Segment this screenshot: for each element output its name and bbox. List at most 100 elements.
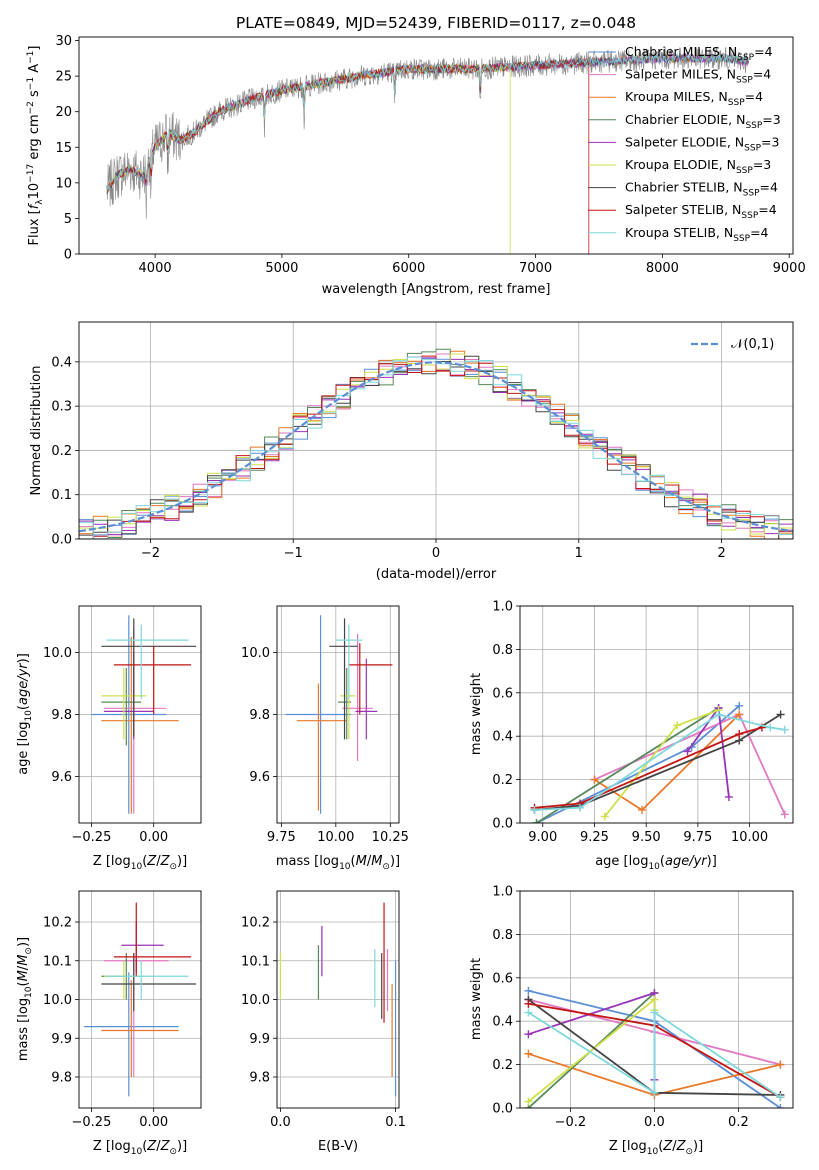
y-tick-label: 20 [55, 105, 72, 120]
x-tick-label: 0.1 [385, 1115, 406, 1130]
y-tick-label: 0.6 [492, 686, 513, 701]
label-part: 10 [339, 862, 351, 872]
plus-marker [524, 1097, 533, 1106]
y-tick-label: 9.8 [51, 708, 72, 723]
legend-label: Salpeter ELODIE, NSSP=3 [625, 134, 779, 153]
y-tick-label: 0.2 [492, 773, 513, 788]
label-part: ] [27, 46, 42, 51]
label-part: Z [log [93, 1139, 131, 1154]
residual-axes: −2 −1 0 1 2 0.0 0.1 0.2 0.3 0.4 [51, 321, 794, 561]
label-part: =4 [750, 225, 768, 240]
x-tick-label: 0.00 [139, 830, 168, 845]
label-part: / [16, 965, 31, 970]
label-part: / [672, 1139, 677, 1154]
y-tick-label: 10.1 [241, 954, 270, 969]
plus-marker [780, 810, 789, 819]
label-part: Kroupa STELIB, N [625, 225, 733, 240]
data-point [101, 637, 179, 814]
label-part: ⊙ [685, 1147, 693, 1157]
label-part: SSP [743, 189, 760, 199]
label-part: =3 [761, 134, 779, 149]
y-tick-label: 1.0 [492, 600, 513, 615]
label-part: SSP [745, 121, 762, 131]
y-tick-label: 9.8 [249, 708, 270, 723]
plus-marker [735, 710, 744, 719]
grid [520, 605, 793, 824]
x-tick-label: 9000 [773, 261, 806, 276]
x-tick-label: 0.0 [644, 1115, 665, 1130]
label-part: SSP [736, 76, 753, 86]
plus-marker [735, 701, 744, 710]
plus-marker [650, 995, 659, 1004]
y-tick-label: 0 [64, 248, 72, 263]
spectrum-axes: 4000 5000 6000 7000 8000 9000 0 5 10 15 20 25 30 [55, 34, 805, 276]
y-tick-label: 9.6 [51, 770, 72, 785]
x-tick-label: 5000 [265, 261, 298, 276]
label-part: SSP [741, 211, 758, 221]
x-tick-label: 2 [717, 546, 725, 561]
y-axis-label: age [log10(age/yr)] [16, 653, 34, 775]
label-part: M [371, 854, 382, 869]
x-axis-label: Z [log10(Z/Z⊙)] [609, 1139, 703, 1157]
y-tick-label: 0.0 [492, 817, 513, 832]
label-part: )] [16, 937, 31, 947]
x-tick-label: 6000 [392, 261, 425, 276]
label-part: =3 [753, 157, 771, 172]
x-axis-label: mass [log10(M/M⊙)] [276, 854, 400, 872]
plus-marker [524, 1008, 533, 1017]
plus-marker [524, 1030, 533, 1039]
series-line [527, 1010, 781, 1098]
x-tick-label: 9.25 [580, 830, 609, 845]
plus-marker [776, 1093, 785, 1102]
label-part: =4 [760, 180, 778, 195]
label-part: Chabrier ELODIE, N [625, 112, 745, 127]
plus-marker [776, 1104, 785, 1108]
massweight-vs-age-axes: 9.00 9.25 9.50 9.75 10.00 0.0 0.2 0.4 0.6 0.8 1.0 [492, 600, 794, 845]
y-tick-label: 30 [55, 34, 72, 49]
label-part: )] [390, 854, 400, 869]
label-part: )] [693, 1139, 703, 1154]
x-axis-label: age [log10(age/yr)] [595, 854, 717, 872]
plot-area [79, 348, 793, 539]
label-part: M [356, 854, 367, 869]
label-part: SSP [728, 98, 745, 108]
model-spectrum [106, 58, 590, 254]
y-tick-label: 0.6 [492, 971, 513, 986]
data-point [101, 668, 147, 740]
data-point [113, 902, 192, 977]
axes-frame [519, 605, 794, 824]
y-tick-label: 0.0 [51, 533, 72, 548]
plus-marker [776, 1060, 785, 1069]
y-tick-label: 9.9 [51, 1032, 72, 1047]
label-part: mass [log [16, 998, 31, 1061]
y-tick-label: 0.3 [51, 400, 72, 415]
legend-label: Salpeter MILES, NSSP=4 [625, 67, 771, 86]
label-part: s [27, 90, 42, 101]
label-part: )] [16, 653, 31, 663]
label-part: )] [177, 1139, 187, 1154]
label-part: / [156, 854, 161, 869]
label-part: 10 [648, 862, 660, 872]
axes-frame [276, 890, 400, 1109]
label-part: Z [662, 1139, 673, 1154]
label-part: 10 [24, 710, 34, 722]
y-axis-label: Flux [fλ10−17 erg cm−2 s−1 A−1] [26, 46, 45, 246]
y-axis-label: Normed distribution [29, 366, 44, 496]
data-point [91, 615, 167, 814]
x-tick-label: 0.00 [139, 1115, 168, 1130]
label-part: Z [146, 854, 157, 869]
data-point [113, 646, 192, 715]
label-part: / [156, 1139, 161, 1154]
plus-marker [735, 730, 744, 739]
y-tick-label: 0.0 [492, 1102, 513, 1117]
mass-vs-EBV-axes: 0.0 0.1 9.8 9.9 10.0 10.1 10.2 [241, 890, 406, 1130]
label-part: Salpeter STELIB, N [625, 202, 741, 217]
data-point [342, 633, 373, 761]
y-tick-label: 0.4 [492, 1015, 513, 1030]
series-line [534, 726, 763, 809]
label-part: Z [log [609, 1139, 647, 1154]
label-part: 10 [131, 1147, 143, 1157]
y-tick-label: 5 [64, 212, 72, 227]
plus-marker [724, 792, 733, 801]
legend-label: 𝒩(0,1) [731, 337, 774, 352]
